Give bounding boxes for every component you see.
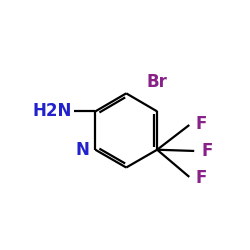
Text: F: F <box>202 142 213 160</box>
Text: F: F <box>196 169 207 187</box>
Text: F: F <box>196 115 207 133</box>
Text: N: N <box>75 141 89 159</box>
Text: Br: Br <box>147 73 168 91</box>
Text: H2N: H2N <box>32 102 72 120</box>
